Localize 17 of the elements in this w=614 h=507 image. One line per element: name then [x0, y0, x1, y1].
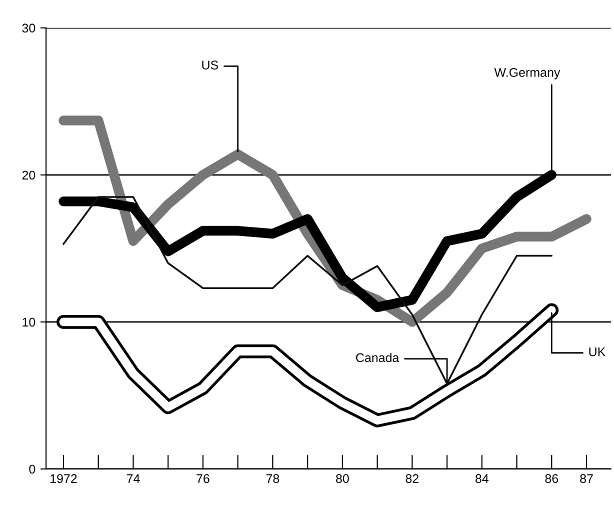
text: W.Germany [494, 68, 560, 80]
y-tick-label: 0 [29, 464, 36, 474]
x-tick-label: 82 [406, 474, 418, 484]
x-tick-label: 74 [126, 474, 140, 483]
x-tick-label: 1972 [50, 474, 77, 484]
x-tick-label: 76 [196, 474, 210, 484]
y-tick-label: 10 [22, 318, 36, 327]
y-tick-label: 20 [22, 170, 36, 180]
text: US [202, 60, 218, 70]
x-tick-label: 86 [545, 474, 558, 484]
y-tick-label: 30 [22, 24, 36, 33]
x-tick-label: 78 [266, 474, 280, 484]
x-tick-label: 84 [476, 474, 488, 484]
text: UK [589, 348, 606, 356]
text: Canada [356, 352, 400, 362]
x-tick-label: 80 [336, 474, 349, 484]
x-tick-label: 87 [580, 474, 593, 484]
